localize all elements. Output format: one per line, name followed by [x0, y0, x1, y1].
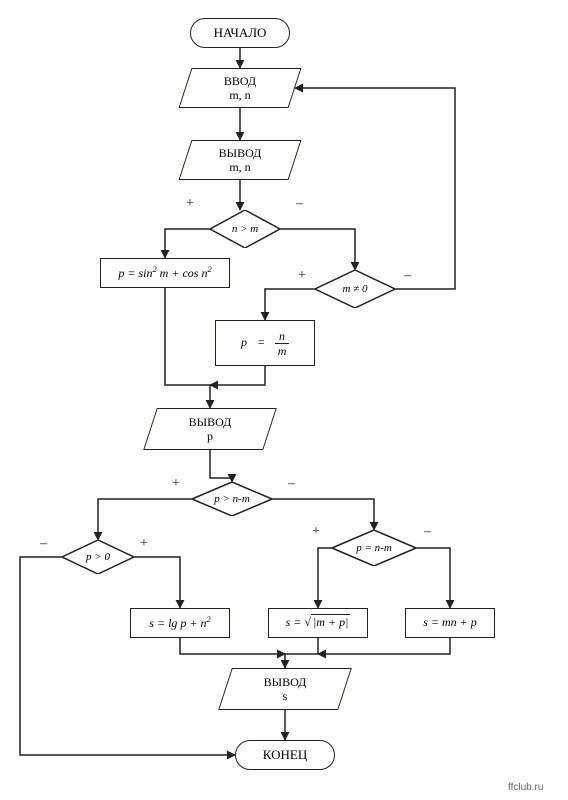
io-input-sub: m, n	[229, 88, 250, 102]
end-terminator: КОНЕЦ	[235, 740, 335, 770]
process-p-sincos: p = sin2 m + cos n2	[100, 258, 230, 288]
decision-n-gt-m: n > m	[210, 210, 280, 248]
plus-label-2: +	[298, 268, 306, 284]
plus-label-5: +	[312, 524, 320, 540]
formula-slg: s = lg p + n2	[149, 615, 210, 631]
decision-p-eq-nm: p = n-m	[332, 530, 416, 566]
decision-p0-label: p > 0	[62, 540, 134, 574]
plus-label: +	[186, 196, 194, 212]
formula-ssqrt: s = √|m + p|	[286, 616, 351, 630]
decision-mne0-label: m ≠ 0	[315, 270, 395, 308]
minus-label-2: –	[404, 268, 411, 284]
process-s-mnp: s = mn + p	[405, 608, 495, 638]
decision-m-ne-0: m ≠ 0	[315, 270, 395, 308]
process-s-lg: s = lg p + n2	[130, 608, 230, 638]
decision-pnm-label: p > n-m	[192, 482, 272, 516]
io-output-mn: ВЫВОД m, n	[185, 140, 295, 180]
io-outs-sub: s	[283, 689, 288, 703]
process-s-sqrt: s = √|m + p|	[268, 608, 368, 638]
formula-smnp: s = mn + p	[423, 616, 477, 630]
minus-label-3: –	[288, 476, 295, 492]
io-outs-title: ВЫВОД	[264, 675, 307, 689]
decision-p-gt-nm: p > n-m	[192, 482, 272, 516]
io-outmn-sub: m, n	[229, 160, 250, 174]
minus-label-4: –	[40, 536, 47, 552]
formula-sincos: p = sin2 m + cos n2	[118, 265, 211, 281]
formula-nm: p = n m	[241, 330, 289, 357]
minus-label-5: –	[424, 524, 431, 540]
io-outp-title: ВЫВОД	[189, 415, 232, 429]
io-output-s: ВЫВОД s	[225, 668, 345, 710]
io-outmn-title: ВЫВОД	[219, 146, 262, 160]
decision-ngm-label: n > m	[210, 210, 280, 248]
watermark-text: ffclub.ru	[508, 782, 543, 793]
process-p-nm: p = n m	[215, 320, 315, 366]
io-input-title: ВВОД	[224, 74, 256, 88]
io-output-p: ВЫВОД p	[150, 408, 270, 450]
io-input-mn: ВВОД m, n	[185, 68, 295, 108]
plus-label-4: +	[140, 536, 148, 552]
end-label: КОНЕЦ	[263, 748, 307, 763]
decision-p-gt-0: p > 0	[62, 540, 134, 574]
start-label: НАЧАЛО	[214, 26, 267, 41]
decision-penm-label: p = n-m	[332, 530, 416, 566]
minus-label: –	[296, 196, 303, 212]
start-terminator: НАЧАЛО	[190, 18, 290, 48]
io-outp-sub: p	[207, 429, 213, 443]
plus-label-3: +	[172, 476, 180, 492]
